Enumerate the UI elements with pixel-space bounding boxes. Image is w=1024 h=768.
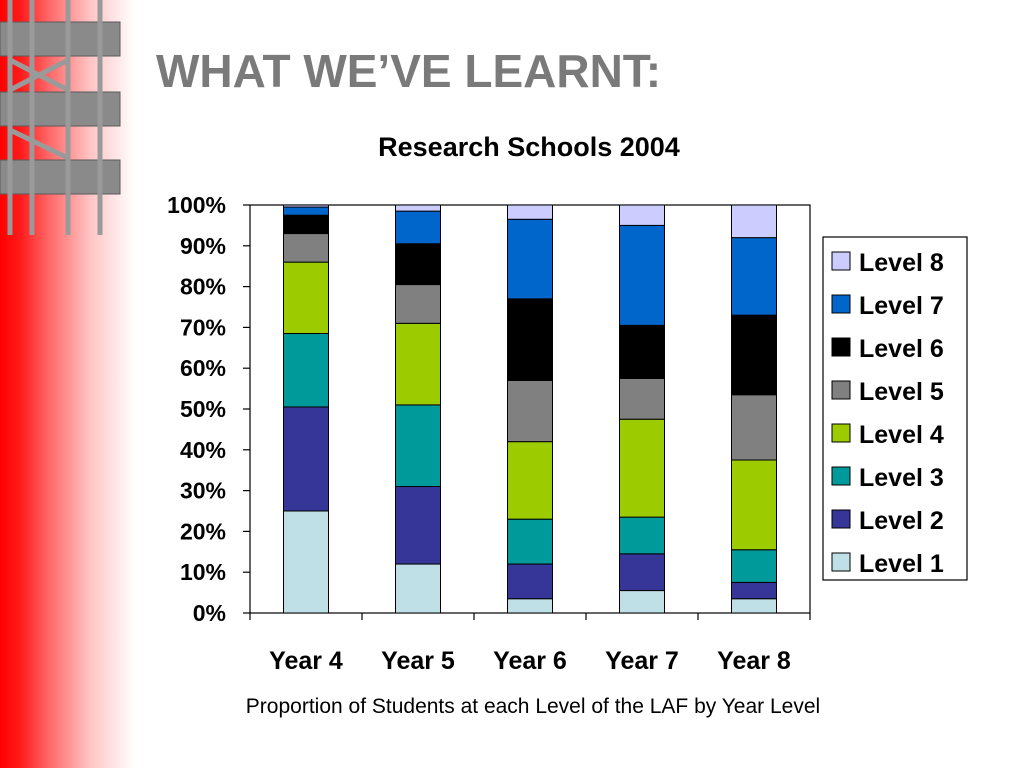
chart-caption: Proportion of Students at each Level of … xyxy=(246,695,820,718)
bar-segment-level-8 xyxy=(507,204,553,220)
x-tick-label: Year 6 xyxy=(493,647,567,675)
legend-label: Level 2 xyxy=(859,507,944,535)
bar-segment-level-3 xyxy=(283,333,329,408)
legend-swatch xyxy=(831,509,851,529)
legend-label: Level 8 xyxy=(859,249,944,277)
legend-swatch xyxy=(831,466,851,486)
bar-segment-level-7 xyxy=(283,206,329,216)
y-tick-label: 70% xyxy=(180,314,226,340)
bar-segment-level-4 xyxy=(731,459,777,551)
bar-segment-level-3 xyxy=(395,404,441,488)
x-axis: Year 4 Year 5 Year 6 Year 7 Year 8 xyxy=(249,613,811,675)
y-tick-label: 40% xyxy=(180,437,226,463)
bar-segment-level-8 xyxy=(283,204,329,208)
bar-segment-level-5 xyxy=(619,377,665,420)
bar-segment-level-7 xyxy=(619,224,665,326)
legend-label: Level 4 xyxy=(859,421,944,449)
y-tick-label: 20% xyxy=(180,518,226,544)
y-tick-label: 30% xyxy=(180,478,226,504)
y-tick-label: 50% xyxy=(180,396,226,422)
y-axis: 0% 10% 20% 30% 40% 50% 60% 70% 80% 90% 100% xyxy=(167,192,250,626)
bar-segment-level-3 xyxy=(619,516,665,555)
bar-segment-level-2 xyxy=(283,406,329,512)
legend-swatch xyxy=(831,337,851,357)
x-tick-label: Year 8 xyxy=(717,647,791,675)
bar-segment-level-6 xyxy=(731,314,777,396)
slide-title: WHAT WE’VE LEARNT: xyxy=(156,45,662,97)
scaffold-logo-graphic xyxy=(0,0,121,235)
legend-swatch xyxy=(831,251,851,271)
bar-segment-level-4 xyxy=(619,418,665,518)
bar-segment-level-6 xyxy=(395,243,441,286)
x-tick-label: Year 7 xyxy=(605,647,679,675)
y-tick-label: 0% xyxy=(193,600,226,626)
bar-segment-level-8 xyxy=(395,204,441,212)
bar-segment-level-8 xyxy=(619,204,665,226)
legend-swatch xyxy=(831,423,851,443)
legend-swatch xyxy=(831,294,851,314)
legend-swatch xyxy=(831,552,851,572)
bar-segment-level-4 xyxy=(507,441,553,520)
bar-segment-level-2 xyxy=(731,581,777,600)
x-tick-label: Year 4 xyxy=(269,647,343,675)
bar-segment-level-6 xyxy=(619,324,665,379)
y-tick-label: 100% xyxy=(167,192,226,218)
legend: Level 8 Level 7 Level 6 Level 5 Level 4 Level… xyxy=(822,236,968,581)
bar-segment-level-4 xyxy=(395,322,441,406)
bar-segment-level-8 xyxy=(731,204,777,239)
bar-segment-level-1 xyxy=(619,590,665,614)
bar-segment-level-5 xyxy=(731,394,777,461)
bar-stacks xyxy=(283,204,777,614)
bar-segment-level-4 xyxy=(283,261,329,335)
legend-label: Level 6 xyxy=(859,335,944,363)
bar-segment-level-7 xyxy=(395,210,441,245)
bar-segment-level-5 xyxy=(395,284,441,324)
bar-segment-level-2 xyxy=(619,553,665,592)
y-tick-label: 60% xyxy=(180,355,226,381)
bar-segment-level-1 xyxy=(507,598,553,614)
bar-segment-level-7 xyxy=(731,237,777,316)
bar-segment-level-2 xyxy=(395,486,441,565)
legend-swatch xyxy=(831,380,851,400)
bar-segment-level-5 xyxy=(283,233,329,263)
chart-title: Research Schools 2004 xyxy=(378,132,680,162)
bar-segment-level-6 xyxy=(283,214,329,235)
bar-segment-level-7 xyxy=(507,218,553,300)
y-tick-label: 80% xyxy=(180,274,226,300)
legend-label: Level 3 xyxy=(859,464,944,492)
legend-label: Level 7 xyxy=(859,292,944,320)
legend-label: Level 5 xyxy=(859,378,944,406)
bar-segment-level-1 xyxy=(283,510,329,614)
legend-label: Level 1 xyxy=(859,550,944,578)
y-tick-label: 90% xyxy=(180,233,226,259)
bar-segment-level-2 xyxy=(507,563,553,600)
bar-segment-level-3 xyxy=(507,518,553,565)
y-tick-label: 10% xyxy=(180,559,226,585)
bar-segment-level-1 xyxy=(395,563,441,614)
x-tick-label: Year 5 xyxy=(381,647,455,675)
bar-segment-level-1 xyxy=(731,598,777,614)
bar-segment-level-5 xyxy=(507,379,553,443)
bar-segment-level-6 xyxy=(507,298,553,381)
bar-segment-level-3 xyxy=(731,549,777,583)
